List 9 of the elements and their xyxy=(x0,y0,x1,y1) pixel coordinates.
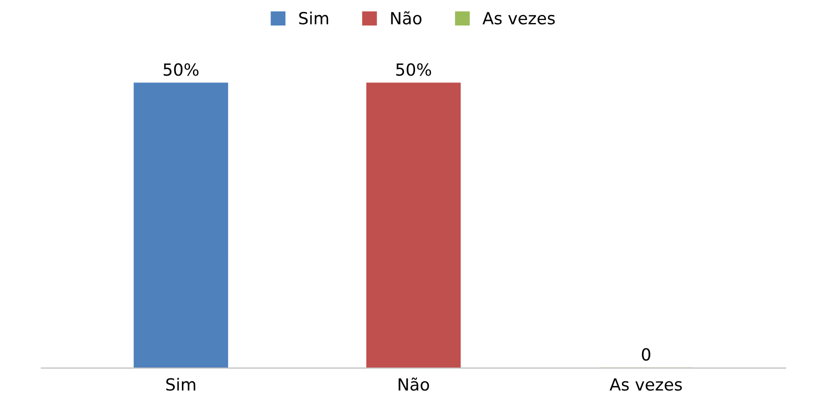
data-label: 50% xyxy=(396,63,432,76)
legend-label: Não xyxy=(391,11,422,24)
x-tick-label: As vezes xyxy=(610,378,682,391)
legend-label: As vezes xyxy=(482,12,555,24)
data-label: 0 xyxy=(642,348,650,361)
data-label: 50% xyxy=(164,63,199,76)
x-tick-label: Sim xyxy=(166,378,196,391)
x-tick-label: Não xyxy=(398,378,430,391)
legend-label: Sim xyxy=(299,12,328,24)
